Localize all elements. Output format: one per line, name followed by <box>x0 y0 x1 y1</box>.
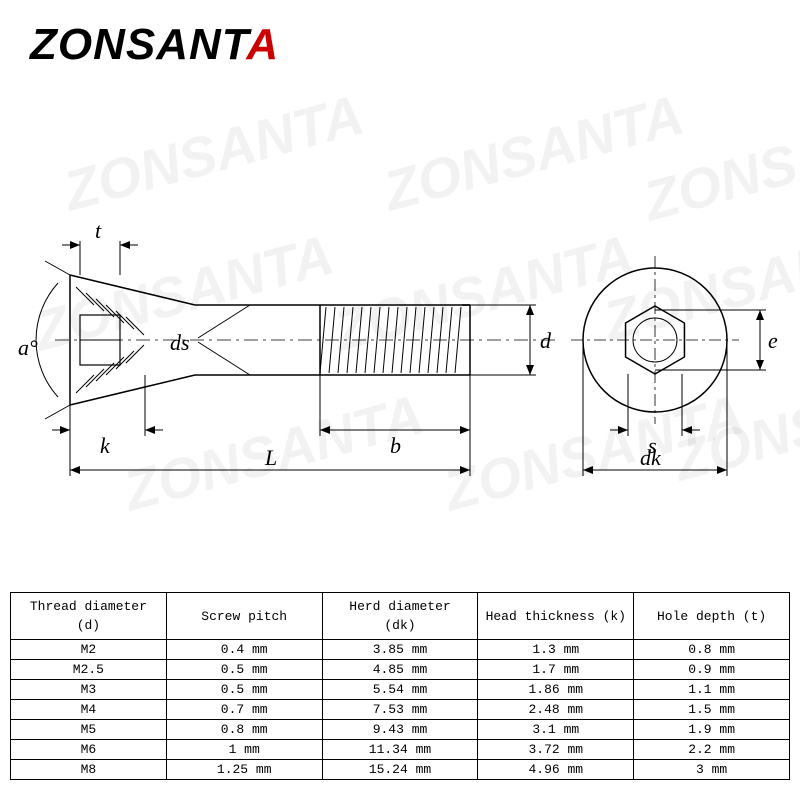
table-row: M2.50.5 mm4.85 mm1.7 mm0.9 mm <box>11 660 790 680</box>
table-row: M40.7 mm7.53 mm2.48 mm1.5 mm <box>11 700 790 720</box>
col-header: Thread diameter(d) <box>11 593 167 640</box>
svg-text:ds: ds <box>170 330 190 355</box>
table-row: M50.8 mm9.43 mm3.1 mm1.9 mm <box>11 720 790 740</box>
logo-text-black: ZONSANT <box>30 20 246 69</box>
svg-text:e: e <box>768 328 778 353</box>
table-row: M30.5 mm5.54 mm1.86 mm1.1 mm <box>11 680 790 700</box>
svg-text:k: k <box>100 433 111 458</box>
logo-text-red: A <box>246 20 279 69</box>
table-row: M61 mm11.34 mm3.72 mm2.2 mm <box>11 740 790 760</box>
col-header: Head thickness (k) <box>478 593 634 640</box>
svg-text:dk: dk <box>640 445 662 470</box>
table-row: M81.25 mm15.24 mm4.96 mm3 mm <box>11 760 790 780</box>
svg-text:t: t <box>95 218 102 243</box>
col-header: Screw pitch <box>166 593 322 640</box>
svg-text:a°: a° <box>18 335 38 360</box>
brand-logo: ZONSANTA <box>30 20 279 70</box>
col-header: Hole depth (t) <box>634 593 790 640</box>
svg-text:L: L <box>264 445 277 470</box>
screw-diagram: ta°dskbLdsdke <box>0 110 800 490</box>
svg-text:d: d <box>540 328 552 353</box>
svg-text:b: b <box>390 433 401 458</box>
table-row: M20.4 mm3.85 mm1.3 mm0.8 mm <box>11 640 790 660</box>
col-header: Herd diameter(dk) <box>322 593 478 640</box>
spec-table: Thread diameter(d)Screw pitchHerd diamet… <box>10 592 790 780</box>
